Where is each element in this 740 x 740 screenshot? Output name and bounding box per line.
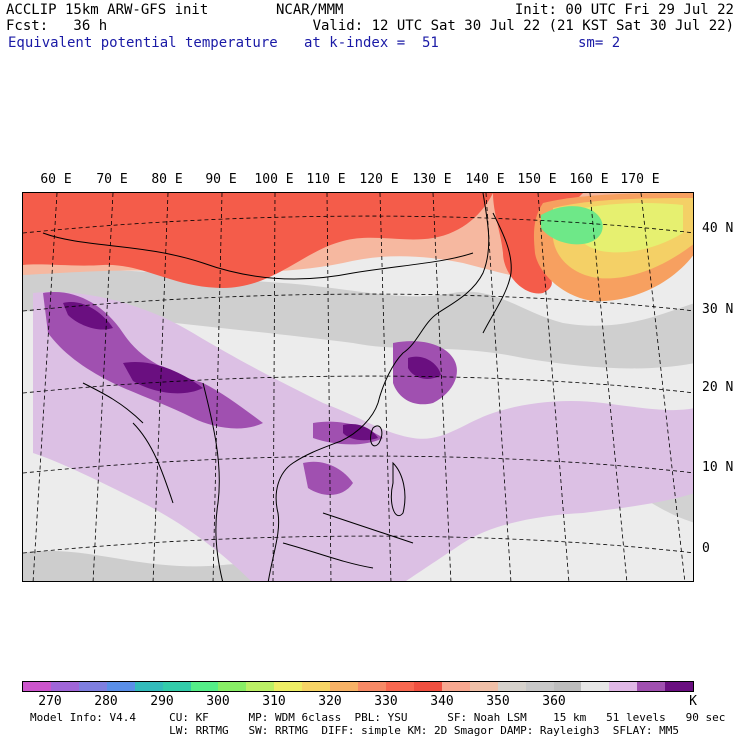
colorbar-tick-label: 270 — [38, 694, 62, 709]
colorbar-segment — [218, 682, 247, 691]
darkpurple-core — [343, 423, 378, 441]
colorbar-tick-label: 360 — [542, 694, 566, 709]
green-region — [541, 206, 603, 245]
lat-label: 10 N — [702, 460, 734, 475]
graticule — [23, 193, 693, 581]
darkpurple-core — [63, 302, 113, 330]
colorbar-segment — [330, 682, 359, 691]
colorbar-segment — [525, 682, 554, 691]
purple-region-scs — [303, 461, 353, 495]
red-region — [23, 193, 493, 288]
colorbar-tick-label: 340 — [430, 694, 454, 709]
colorbar-segment — [358, 682, 386, 691]
colorbar-segment — [274, 682, 303, 691]
field-name: Equivalent potential temperature — [8, 35, 278, 51]
colorbar-tick-label: 350 — [486, 694, 510, 709]
valid-time: Valid: 12 UTC Sat 30 Jul 22 (21 KST Sat … — [312, 18, 734, 34]
grey-band — [23, 269, 693, 369]
lat-label: 20 N — [702, 380, 734, 395]
colorbar-segment — [190, 682, 219, 691]
forecast-hour: Fcst: 36 h — [6, 18, 108, 34]
lon-label: 80 E — [151, 172, 183, 187]
colorbar-segment — [497, 682, 526, 691]
lon-label: 140 E — [465, 172, 505, 187]
theta-e-field-map — [23, 193, 693, 581]
lat-label: 0 — [702, 541, 710, 556]
colorbar-tick-label: 300 — [206, 694, 230, 709]
colorbar-segment — [246, 682, 275, 691]
colorbar-segment — [413, 682, 442, 691]
lon-label: 90 E — [205, 172, 237, 187]
lon-label: 170 E — [620, 172, 660, 187]
colorbar-segment — [134, 682, 163, 691]
colorbar-segment — [441, 682, 470, 691]
colorbar-segment — [637, 682, 666, 691]
colorbar — [22, 681, 694, 692]
colorbar-segment — [162, 682, 191, 691]
colorbar-segment — [553, 682, 582, 691]
colorbar-segment — [609, 682, 638, 691]
lat-label: 40 N — [702, 221, 734, 236]
level-label: at k-index = 51 — [304, 35, 439, 51]
smoothing-label: sm= 2 — [578, 35, 621, 51]
model-info-line2: LW: RRTMG SW: RRTMG DIFF: simple KM: 2D … — [30, 724, 680, 737]
colorbar-tick-label: 330 — [374, 694, 398, 709]
lon-label: 110 E — [306, 172, 346, 187]
lon-label: 120 E — [359, 172, 399, 187]
colorbar-segment — [581, 682, 610, 691]
colorbar-segment — [23, 682, 51, 691]
darkpurple-core — [123, 362, 203, 394]
lon-label: 60 E — [40, 172, 72, 187]
institution-label: NCAR/MMM — [276, 2, 344, 18]
lon-label: 150 E — [517, 172, 557, 187]
lon-label: 160 E — [569, 172, 609, 187]
model-info-line1: Model Info: V4.4 CU: KF MP: WDM 6class P… — [30, 711, 726, 724]
colorbar-tick-label: 280 — [94, 694, 118, 709]
init-time: Init: 00 UTC Fri 29 Jul 22 — [514, 2, 734, 18]
colorbar-segment — [385, 682, 414, 691]
map-panel — [22, 192, 694, 582]
colorbar-segment — [50, 682, 79, 691]
colorbar-segment — [106, 682, 135, 691]
colorbar-unit: K — [689, 694, 697, 709]
colorbar-segment — [302, 682, 331, 691]
colorbar-segment — [78, 682, 107, 691]
colorbar-segment — [469, 682, 498, 691]
lon-label: 130 E — [412, 172, 452, 187]
coastlines — [42, 193, 512, 581]
colorbar-segment — [665, 682, 694, 691]
colorbar-tick-label: 290 — [150, 694, 174, 709]
colorbar-tick-label: 310 — [262, 694, 286, 709]
darkpurple-core — [408, 356, 441, 379]
model-title: ACCLIP 15km ARW-GFS init — [6, 2, 209, 18]
colorbar-tick-label: 320 — [318, 694, 342, 709]
lon-label: 100 E — [254, 172, 294, 187]
lat-label: 30 N — [702, 302, 734, 317]
lon-label: 70 E — [96, 172, 128, 187]
